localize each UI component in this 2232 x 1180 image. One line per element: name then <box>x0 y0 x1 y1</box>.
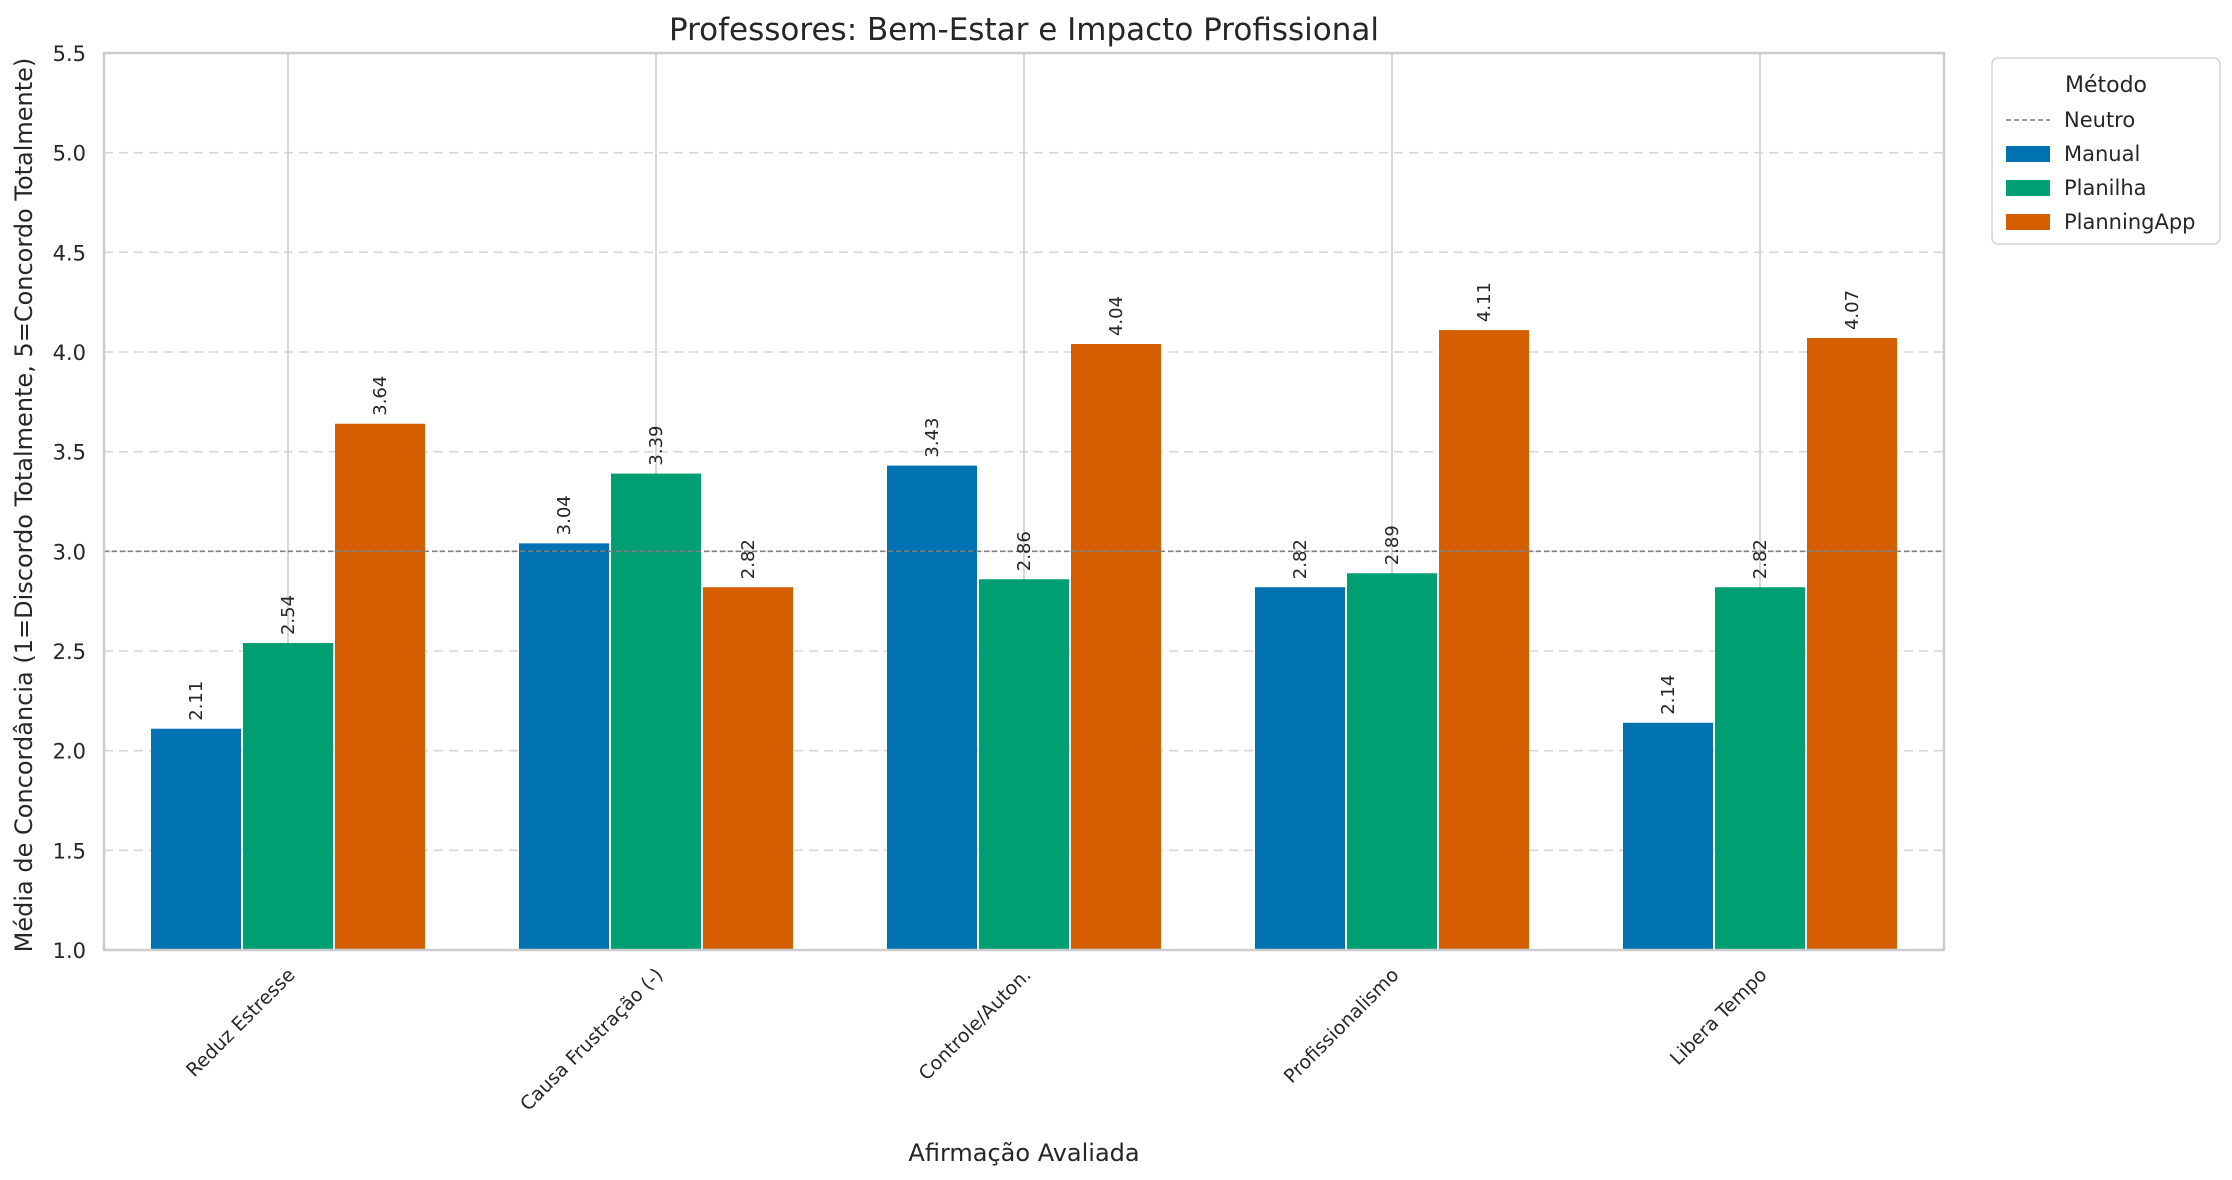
x-axis-label: Afirmação Avaliada <box>908 1139 1139 1167</box>
y-tick-label: 2.0 <box>53 740 86 764</box>
bar-planilha-4 <box>1715 587 1805 950</box>
value-label: 3.39 <box>646 426 667 466</box>
value-label: 2.82 <box>1750 539 1771 579</box>
bar-planningapp-3 <box>1439 330 1529 950</box>
chart-title: Professores: Bem-Estar e Impacto Profiss… <box>669 12 1379 48</box>
y-axis-label: Média de Concordância (1=Discordo Totalm… <box>10 58 38 953</box>
value-label: 2.11 <box>186 681 207 721</box>
value-label: 2.86 <box>1014 531 1035 571</box>
legend-label-planilha: Planilha <box>2064 176 2147 200</box>
y-tick-label: 2.5 <box>53 640 86 664</box>
legend-title: Método <box>2065 73 2147 98</box>
value-label: 2.82 <box>1290 539 1311 579</box>
bar-manual-2 <box>887 465 977 950</box>
legend-swatch-planningapp <box>2006 214 2050 230</box>
legend: Método Neutro Manual Planilha PlanningApp <box>1991 57 2221 245</box>
value-label: 2.89 <box>1382 525 1403 565</box>
bar-planningapp-0 <box>335 423 425 950</box>
y-tick-label: 3.0 <box>53 540 86 564</box>
bar-planningapp-4 <box>1807 338 1897 951</box>
y-tick-label: 4.0 <box>53 341 86 365</box>
value-label: 4.07 <box>1842 290 1863 330</box>
bar-manual-4 <box>1623 722 1713 950</box>
value-label: 3.64 <box>370 376 391 416</box>
x-tick-label: Reduz Estresse <box>182 964 299 1081</box>
value-label: 2.14 <box>1658 675 1679 715</box>
y-tick-label: 5.5 <box>53 42 86 66</box>
value-label: 2.82 <box>738 539 759 579</box>
legend-label-manual: Manual <box>2064 142 2140 166</box>
x-tick-label: Libera Tempo <box>1666 964 1772 1070</box>
y-tick-label: 1.0 <box>53 939 86 963</box>
y-tick-label: 5.0 <box>53 142 86 166</box>
legend-swatch-manual <box>2006 146 2050 162</box>
x-tick-label: Causa Frustração (-) <box>516 964 667 1115</box>
bar-manual-3 <box>1255 587 1345 950</box>
bar-planningapp-2 <box>1071 344 1161 950</box>
legend-box <box>1991 57 2221 245</box>
bar-planilha-2 <box>979 579 1069 950</box>
value-label: 2.54 <box>278 595 299 635</box>
bar-planilha-3 <box>1347 573 1437 950</box>
x-tick-label: Profissionalismo <box>1280 964 1404 1088</box>
value-label: 3.04 <box>554 495 575 535</box>
legend-label-neutro: Neutro <box>2064 108 2135 132</box>
bar-planilha-1 <box>611 473 701 950</box>
bar-manual-0 <box>151 728 241 950</box>
y-tick-label: 3.5 <box>53 441 86 465</box>
y-tick-label: 4.5 <box>53 241 86 265</box>
value-label: 4.04 <box>1106 296 1127 336</box>
bar-planningapp-1 <box>703 587 793 950</box>
x-tick-label: Controle/Auton. <box>915 964 1036 1085</box>
value-label: 3.43 <box>922 418 943 458</box>
y-tick-label: 1.5 <box>53 839 86 863</box>
plot-frame <box>102 51 1946 952</box>
value-label: 4.11 <box>1474 282 1495 322</box>
legend-label-planningapp: PlanningApp <box>2064 210 2196 234</box>
bar-planilha-0 <box>243 643 333 950</box>
legend-swatch-planilha <box>2006 180 2050 196</box>
bar-manual-1 <box>519 543 609 950</box>
plot-area: 1.0 1.5 2.0 2.5 3.0 3.5 4.0 4.5 5.0 5.5 2.11 3.04 3.… <box>53 42 1946 1115</box>
